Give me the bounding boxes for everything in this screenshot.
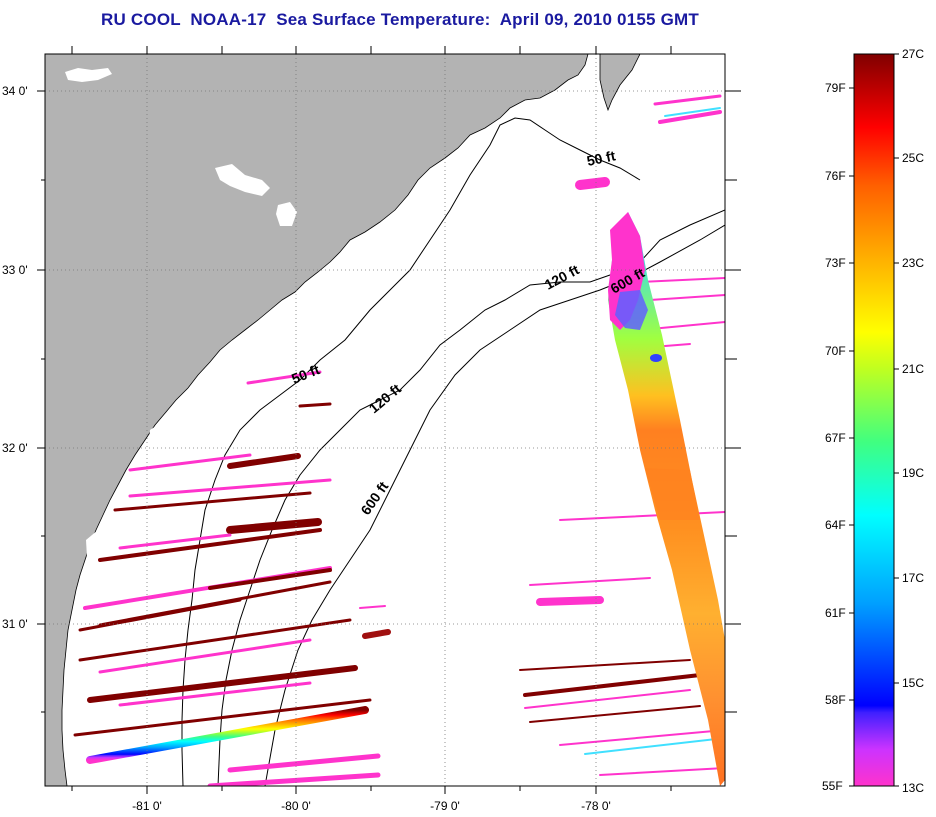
land-northeast bbox=[599, 54, 641, 112]
cb-label-15c: 15C bbox=[902, 676, 924, 690]
lat-label-31: 31 0' bbox=[2, 617, 28, 631]
cb-label-76f: 76F bbox=[825, 169, 846, 183]
lon-label-81: -81 0' bbox=[132, 799, 162, 813]
cb-label-23c: 23C bbox=[902, 256, 924, 270]
cb-label-55f: 55F bbox=[822, 779, 843, 793]
cb-label-61f: 61F bbox=[825, 606, 846, 620]
land-mass bbox=[45, 54, 589, 786]
inland-lake-2 bbox=[215, 164, 270, 196]
lon-label-80: -80 0' bbox=[281, 799, 311, 813]
cb-label-58f: 58F bbox=[825, 693, 846, 707]
lon-label-79: -79 0' bbox=[430, 799, 460, 813]
inland-lake-3 bbox=[276, 202, 297, 226]
cb-label-27c: 27C bbox=[902, 47, 924, 61]
cb-label-67f: 67F bbox=[825, 431, 846, 445]
cb-label-13c: 13C bbox=[902, 781, 924, 795]
cb-label-70f: 70F bbox=[825, 344, 846, 358]
coastal-marsh-3 bbox=[86, 520, 120, 575]
inland-lake-1 bbox=[65, 68, 112, 82]
cb-label-79f: 79F bbox=[825, 81, 846, 95]
cb-label-21c: 21C bbox=[902, 362, 924, 376]
map-title: RU COOL NOAA-17 Sea Surface Temperature:… bbox=[101, 10, 699, 29]
cb-label-25c: 25C bbox=[902, 151, 924, 165]
swath-blue-patch bbox=[615, 290, 648, 330]
cb-label-19c: 19C bbox=[902, 466, 924, 480]
coastal-marsh-2 bbox=[148, 400, 200, 460]
lat-label-33: 33 0' bbox=[2, 263, 28, 277]
swath-warm-band bbox=[645, 468, 700, 520]
graticule bbox=[45, 54, 725, 786]
cb-label-64f: 64F bbox=[825, 518, 846, 532]
colorbar bbox=[853, 53, 895, 787]
isobath-120ft bbox=[217, 209, 725, 786]
sst-data-streaks bbox=[73, 94, 725, 786]
cb-label-73f: 73F bbox=[825, 256, 846, 270]
contour-label-50ft-north: 50 ft bbox=[585, 147, 617, 169]
map-border bbox=[44, 53, 726, 787]
cb-label-17c: 17C bbox=[902, 571, 924, 585]
swath-blue-eddy bbox=[650, 354, 662, 362]
coastal-marsh-1 bbox=[300, 290, 345, 320]
lon-label-78: -78 0' bbox=[581, 799, 611, 813]
map-ticks bbox=[37, 46, 741, 794]
lat-label-34: 34 0' bbox=[2, 84, 28, 98]
lat-label-32: 32 0' bbox=[2, 441, 28, 455]
isobath-50ft bbox=[181, 117, 641, 786]
colorbar-ticks bbox=[849, 53, 899, 787]
